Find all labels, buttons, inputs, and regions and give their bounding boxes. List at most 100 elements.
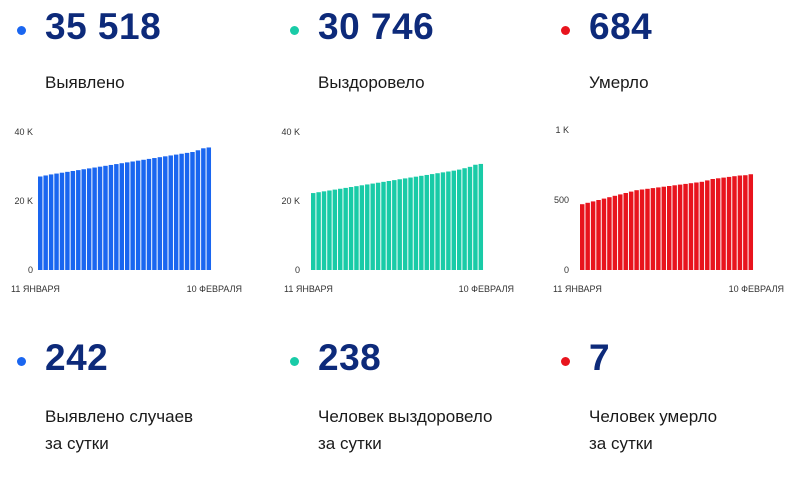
bar [694, 182, 699, 270]
bar [596, 200, 601, 270]
daily-recovered-label-line1: Человек выздоровело [318, 407, 493, 426]
daily-recovered-dot-icon [290, 357, 299, 366]
bar [628, 191, 634, 270]
bar [359, 185, 365, 270]
bar [650, 188, 656, 270]
bar [125, 162, 130, 270]
cases-chart: 0 20 K 40 K 11 ЯНВАРЯ 10 ФЕВРАЛЯ [11, 127, 242, 294]
bar [311, 193, 316, 270]
daily-recovered-label: Человек выздоровело за сутки [318, 403, 493, 457]
bar [618, 194, 623, 270]
bar [381, 181, 386, 270]
bar [370, 183, 375, 270]
bar [688, 183, 694, 270]
bar [645, 188, 650, 270]
bar [402, 178, 408, 270]
bar [446, 171, 451, 270]
bar [59, 172, 65, 270]
bar [467, 166, 473, 270]
deaths-chart: 0 500 1 K 11 ЯНВАРЯ 10 ФЕВРАЛЯ [553, 125, 784, 294]
bar [580, 204, 585, 270]
total-recovered-label: Выздоровело [318, 73, 425, 92]
bar [316, 192, 321, 270]
bar [86, 168, 92, 270]
bar [135, 160, 141, 270]
bar [114, 164, 119, 270]
x-end-label: 10 ФЕВРАЛЯ [459, 284, 514, 294]
daily-cases-label-line2: за сутки [45, 434, 109, 453]
bar [327, 190, 332, 270]
bar [424, 174, 429, 270]
bar [354, 186, 359, 270]
bar [119, 163, 125, 270]
x-end-label: 10 ФЕВРАЛЯ [729, 284, 784, 294]
daily-recovered-label-line2: за сутки [318, 434, 382, 453]
bar [456, 169, 462, 270]
y-tick-label: 0 [295, 265, 300, 275]
daily-deaths-label-line1: Человек умерло [589, 407, 718, 426]
bar [710, 179, 715, 270]
bar [103, 165, 108, 270]
bar [612, 195, 618, 270]
y-tick-label: 40 K [281, 127, 300, 137]
bar [190, 152, 195, 270]
daily-cases-value: 242 [45, 337, 109, 378]
y-tick-label: 20 K [14, 196, 33, 206]
bar [332, 189, 338, 270]
y-tick-label: 1 K [555, 125, 569, 135]
deaths-dot-icon [561, 26, 570, 35]
daily-deaths-label: Человек умерло за сутки [589, 403, 717, 457]
bar [607, 197, 612, 270]
bar [440, 172, 446, 270]
bar [48, 174, 54, 270]
bar [585, 202, 590, 270]
bar [54, 173, 59, 270]
bar [184, 152, 190, 270]
bar [667, 186, 672, 270]
bar [732, 176, 737, 270]
bar [601, 198, 607, 270]
total-recovered-value: 30 746 [318, 6, 435, 47]
bar [590, 201, 596, 270]
bar [206, 147, 212, 270]
bar [683, 183, 688, 270]
total-cases-label: Выявлено [45, 73, 125, 92]
bar [435, 173, 440, 270]
daily-recovered-value: 238 [318, 337, 382, 378]
bar [429, 174, 435, 270]
bar [413, 176, 419, 270]
recovered-dot-icon [290, 26, 299, 35]
y-tick-label: 0 [564, 265, 569, 275]
bar [397, 179, 402, 270]
x-start-label: 11 ЯНВАРЯ [11, 284, 60, 294]
bar [168, 155, 173, 270]
bar [179, 153, 184, 270]
bar [748, 174, 754, 270]
daily-deaths-dot-icon [561, 357, 570, 366]
bar [677, 184, 683, 270]
bar [365, 184, 370, 270]
bar [152, 158, 157, 270]
bar [656, 187, 661, 270]
bar [408, 177, 413, 270]
bar [386, 180, 392, 270]
bar [338, 188, 343, 270]
x-start-label: 11 ЯНВАРЯ [553, 284, 602, 294]
daily-cases-dot-icon [17, 357, 26, 366]
y-tick-label: 500 [554, 195, 569, 205]
bar [76, 170, 81, 270]
bar [130, 161, 135, 270]
total-cases-value: 35 518 [45, 6, 162, 47]
bar [92, 167, 97, 270]
bar [108, 164, 114, 270]
bar [163, 156, 168, 270]
total-deaths-value: 684 [589, 6, 653, 47]
bar [201, 148, 206, 270]
bar [141, 159, 146, 270]
bar [699, 181, 705, 270]
bar [743, 175, 748, 270]
bar [146, 158, 152, 270]
bar [43, 175, 48, 270]
bar [419, 175, 424, 270]
bar [343, 187, 348, 270]
